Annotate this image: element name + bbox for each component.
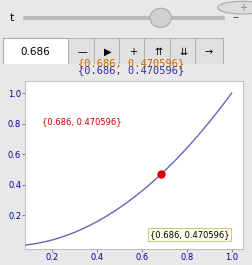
Text: {0.686, 0.470596}: {0.686, 0.470596} [149, 230, 229, 239]
Text: t: t [10, 13, 14, 23]
Text: —: — [77, 47, 87, 57]
FancyBboxPatch shape [3, 38, 68, 66]
Ellipse shape [149, 8, 171, 27]
FancyBboxPatch shape [169, 38, 197, 66]
FancyBboxPatch shape [118, 38, 146, 66]
Text: ⇊: ⇊ [179, 47, 187, 57]
Text: →: → [204, 47, 212, 57]
Text: {0.686, 0.470596}: {0.686, 0.470596} [78, 65, 184, 75]
Circle shape [217, 1, 252, 14]
FancyBboxPatch shape [93, 38, 121, 66]
FancyBboxPatch shape [194, 38, 222, 66]
Text: +: + [238, 3, 246, 13]
FancyBboxPatch shape [68, 38, 96, 66]
Text: –: – [231, 11, 237, 24]
Text: {0.686, 0.470596}: {0.686, 0.470596} [42, 117, 121, 126]
Text: ⇈: ⇈ [153, 47, 162, 57]
Text: 0.686: 0.686 [20, 47, 50, 57]
Text: {0.686, 0.470596}: {0.686, 0.470596} [78, 58, 184, 68]
Text: ▶: ▶ [103, 47, 111, 57]
FancyBboxPatch shape [144, 38, 171, 66]
Text: +: + [128, 47, 136, 57]
